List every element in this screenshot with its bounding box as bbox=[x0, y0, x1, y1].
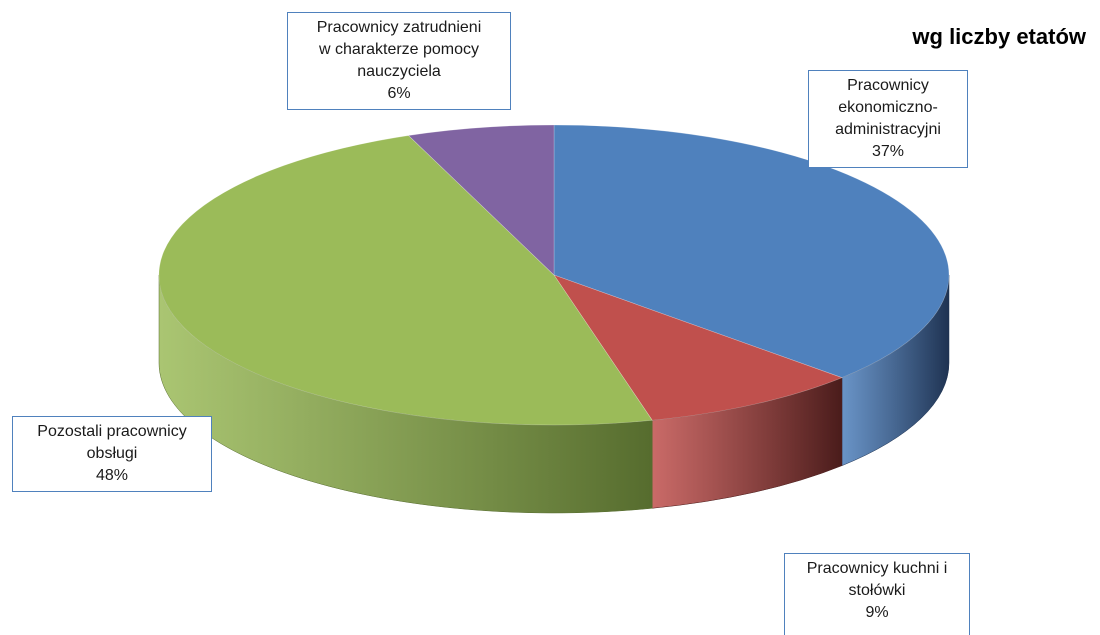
label-line: Pracownicy zatrudnieni bbox=[316, 19, 482, 36]
label-line: administracyjni bbox=[835, 121, 941, 138]
label-value: 9% bbox=[865, 604, 889, 621]
label-value: 37% bbox=[871, 143, 905, 160]
slice-label-kuchni-i-stolowki: Pracownicy kuchni i stołówki 9% bbox=[784, 553, 970, 635]
label-line: obsługi bbox=[86, 445, 138, 462]
label-line: Pracownicy kuchni i bbox=[806, 560, 948, 577]
label-value: 6% bbox=[387, 85, 411, 102]
pie-slice-2 bbox=[158, 135, 653, 426]
label-line: nauczyciela bbox=[357, 63, 441, 80]
pie-top bbox=[158, 124, 950, 426]
pie-slice-0 bbox=[553, 124, 950, 379]
label-line: Pozostali pracownicy bbox=[37, 423, 187, 440]
slice-label-pomoc-nauczyciela: Pracownicy zatrudnieni w charakterze pom… bbox=[287, 12, 511, 110]
label-line: Pracownicy bbox=[847, 77, 929, 94]
pie-side-walls bbox=[158, 274, 950, 514]
slice-label-ekonomiczno-administracyjni: Pracownicy ekonomiczno- administracyjni … bbox=[808, 70, 968, 168]
slice-label-pozostali-pracownicy-obslugi: Pozostali pracownicy obsługi 48% bbox=[12, 416, 212, 492]
label-value: 48% bbox=[95, 467, 129, 484]
label-line: w charakterze pomocy bbox=[318, 41, 480, 58]
pie-slice-1 bbox=[553, 274, 843, 421]
chart-title: wg liczby etatów bbox=[912, 24, 1086, 49]
pie-slice-3 bbox=[407, 124, 555, 276]
label-line: stołówki bbox=[848, 582, 906, 599]
label-line: ekonomiczno- bbox=[838, 99, 938, 116]
